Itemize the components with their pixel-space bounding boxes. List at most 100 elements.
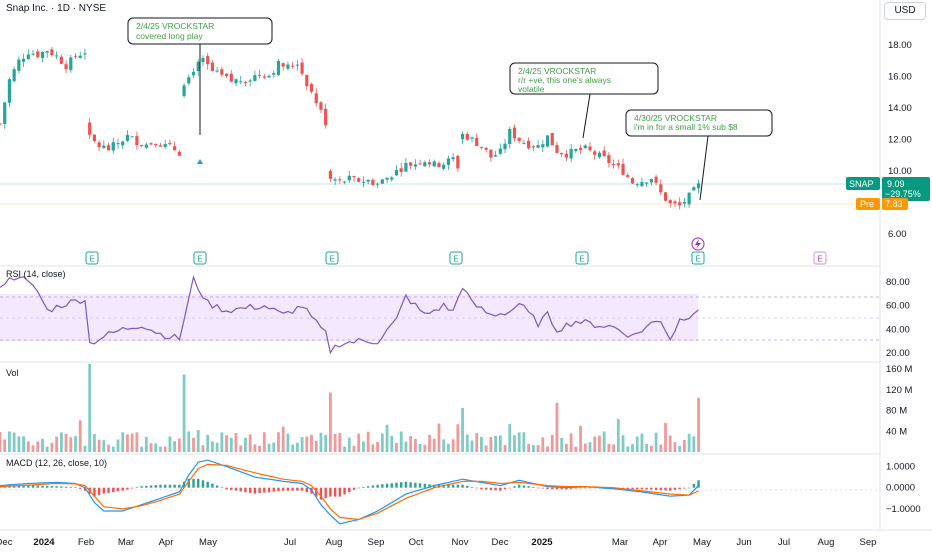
macd-histogram-bar bbox=[239, 487, 242, 492]
volume-bar bbox=[503, 445, 507, 452]
volume-bar bbox=[442, 439, 446, 452]
macd-histogram-bar bbox=[187, 478, 190, 488]
candle-body bbox=[187, 77, 191, 84]
chart-title: Snap Inc. · 1D · NYSE bbox=[6, 3, 107, 14]
candle-body bbox=[116, 143, 120, 145]
volume-bar bbox=[390, 435, 394, 452]
time-tick-label: May bbox=[693, 537, 711, 548]
volume-bar bbox=[640, 433, 644, 452]
rsi-axis[interactable]: 80.00 60.00 40.00 20.00 bbox=[886, 277, 910, 359]
annotation-callout-1[interactable]: 2/4/25 VROCKSTAR covered long play bbox=[127, 17, 273, 164]
volume-bar bbox=[173, 441, 177, 452]
macd-histogram-bar bbox=[248, 487, 252, 493]
volume-bar bbox=[602, 431, 606, 452]
macd-histogram-bar bbox=[201, 480, 205, 488]
time-tick-label: Jul bbox=[284, 537, 296, 548]
volume-bar bbox=[229, 437, 233, 452]
volume-bar bbox=[50, 442, 54, 452]
volume-bar bbox=[215, 442, 219, 452]
time-axis[interactable]: Dec 2024 Feb Mar Apr May Jul Aug Sep Oct Nov Dec 202… bbox=[0, 537, 876, 548]
macd-histogram-bar bbox=[69, 486, 72, 488]
candle-body bbox=[130, 136, 134, 138]
macd-histogram-bar bbox=[385, 483, 389, 488]
volume-bar bbox=[517, 432, 521, 452]
annotation-callout-2[interactable]: 2/4/25 VROCKSTAR r/r +ve, this one's alw… bbox=[509, 62, 659, 139]
candle-body bbox=[88, 122, 92, 135]
candle-body bbox=[442, 164, 446, 169]
volume-bar bbox=[248, 434, 252, 452]
candle-body bbox=[626, 175, 630, 177]
candle-body bbox=[640, 181, 644, 187]
last-price-tag: SNAP 9.09 −29.75% bbox=[846, 177, 930, 201]
price-axis[interactable]: 18.00 16.00 14.00 12.00 10.00 6.00 bbox=[888, 40, 912, 240]
time-tick-label: Jul bbox=[778, 537, 790, 548]
volume-bar bbox=[480, 436, 483, 452]
candle-body bbox=[550, 133, 554, 146]
macd-histogram-bar bbox=[447, 484, 450, 488]
candle-body bbox=[40, 51, 45, 59]
volume-bar bbox=[272, 442, 276, 452]
earnings-marker-box bbox=[325, 251, 339, 265]
volume-axis[interactable]: 160 M 120 M 80 M 40 M bbox=[886, 364, 912, 437]
last-price-symbol: SNAP bbox=[849, 179, 874, 189]
candle-body bbox=[59, 56, 63, 64]
volume-bar bbox=[489, 436, 493, 452]
candle-body bbox=[583, 145, 587, 149]
dividend-lightning-icon[interactable] bbox=[691, 237, 705, 251]
volume-bar bbox=[262, 432, 266, 452]
macd-histogram-bar bbox=[418, 483, 422, 488]
volume-bar bbox=[428, 434, 431, 452]
signal-line bbox=[0, 463, 699, 521]
price-tick-label: 16.00 bbox=[888, 72, 912, 83]
candle-body bbox=[328, 170, 332, 179]
candle-body bbox=[475, 137, 479, 147]
candle-body bbox=[630, 178, 635, 184]
volume-bar bbox=[17, 436, 21, 452]
macd-histogram-bar bbox=[640, 487, 644, 490]
candle-body bbox=[276, 60, 281, 75]
macd-tick-label: −1.0000 bbox=[886, 504, 921, 515]
candle-body bbox=[239, 81, 243, 83]
rsi-tick-label: 20.00 bbox=[886, 348, 910, 359]
macd-histogram-bar bbox=[654, 487, 658, 490]
candle-body bbox=[309, 84, 314, 92]
macd-histogram-bar bbox=[130, 487, 134, 489]
annotation-callout-3[interactable]: 4/30/25 VROCKSTAR i'm in for a small 1% … bbox=[625, 109, 773, 201]
candle-body bbox=[22, 58, 26, 62]
macd-axis[interactable]: 1.0000 0.0000 −1.0000 bbox=[886, 461, 921, 514]
candle-body bbox=[494, 155, 498, 157]
macd-histogram-bar bbox=[305, 487, 308, 493]
candle-body bbox=[569, 148, 573, 159]
volume-bar bbox=[182, 374, 186, 452]
macd-histogram-bar bbox=[324, 487, 327, 499]
volume-bar bbox=[456, 424, 460, 452]
macd-histogram-bar bbox=[154, 485, 157, 488]
candle-body bbox=[404, 162, 408, 172]
volume-bar bbox=[498, 435, 502, 452]
volume-tick-label: 80 M bbox=[886, 406, 907, 417]
macd-histogram-bar bbox=[376, 484, 379, 488]
price-tick-label: 12.00 bbox=[888, 135, 912, 146]
candle-body bbox=[125, 135, 130, 141]
volume-bar bbox=[475, 433, 479, 452]
volume-bar bbox=[494, 435, 497, 452]
candle-body bbox=[305, 75, 309, 87]
currency-selector[interactable]: USD bbox=[884, 2, 926, 20]
macd-histogram-bar bbox=[626, 487, 629, 490]
volume-bar bbox=[598, 435, 601, 452]
volume-bar bbox=[36, 441, 40, 452]
macd-histogram-bar bbox=[593, 487, 596, 489]
time-tick-label: Nov bbox=[452, 537, 469, 548]
volume-bar bbox=[83, 445, 87, 452]
candle-body bbox=[149, 143, 153, 145]
annotation-2-line1: 2/4/25 VROCKSTAR bbox=[518, 66, 596, 76]
volume-series bbox=[0, 364, 700, 452]
candle-body bbox=[394, 169, 399, 176]
volume-bar bbox=[649, 445, 653, 452]
volume-bar bbox=[277, 432, 280, 452]
candle-body bbox=[26, 54, 30, 60]
macd-histogram-bar bbox=[12, 485, 16, 488]
